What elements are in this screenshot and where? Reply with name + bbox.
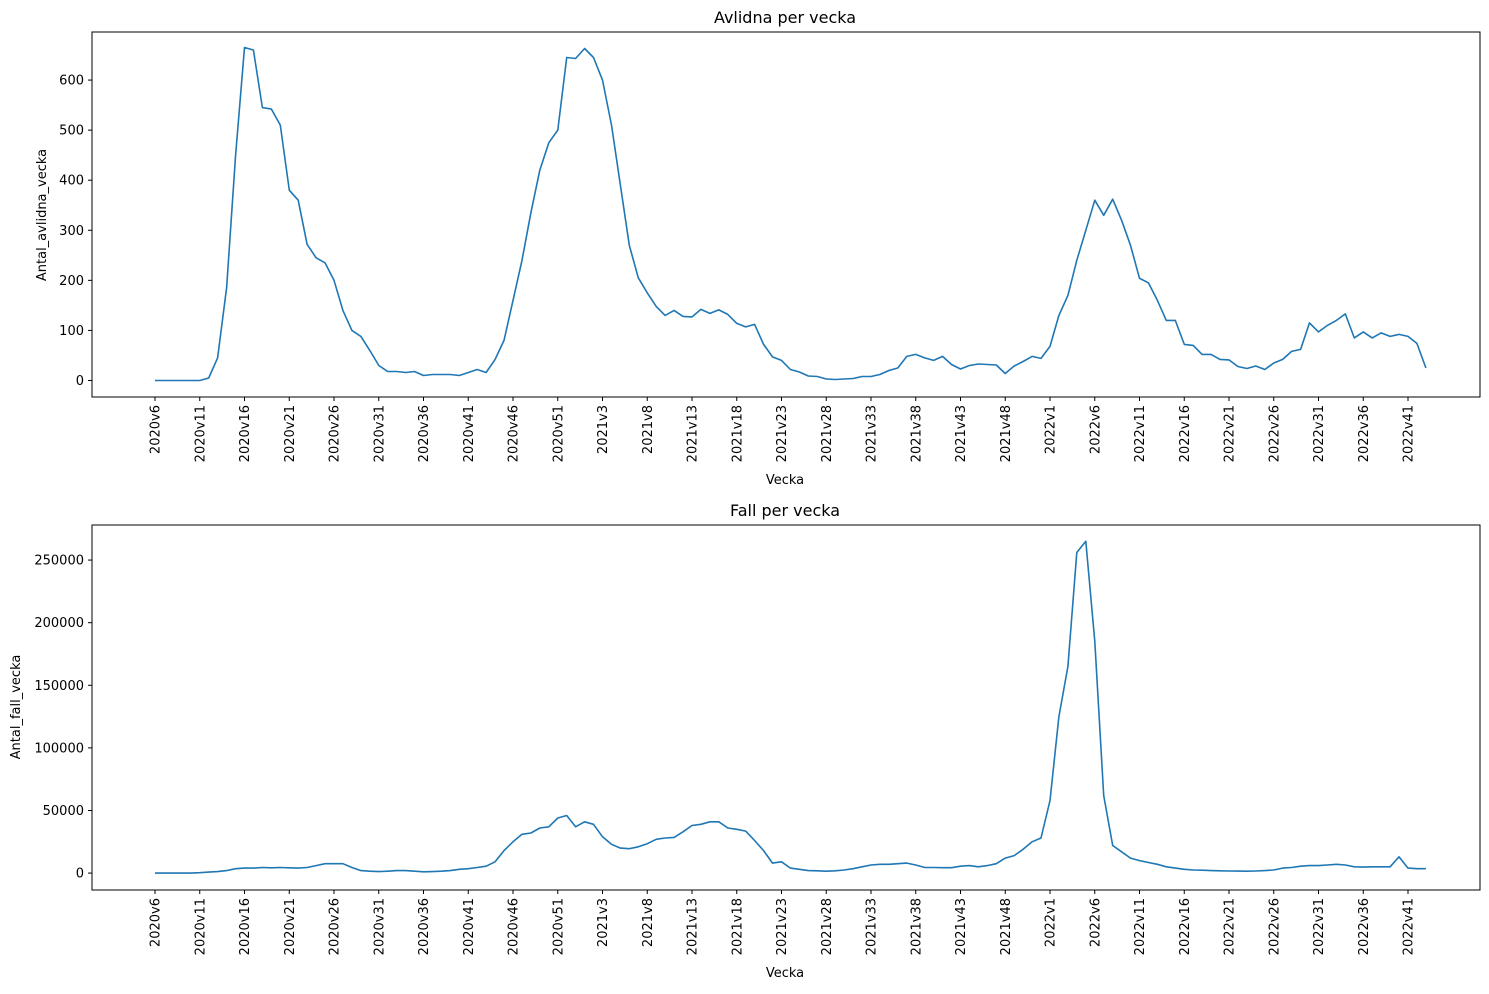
avlidna-y-tick-label: 300 [59, 224, 84, 239]
avlidna-x-tick-label: 2020v46 [507, 405, 522, 462]
fall-x-tick-label: 2021v38 [909, 898, 924, 955]
fall-plot-frame [91, 524, 1481, 891]
avlidna-x-tick-label: 2022v16 [1178, 405, 1193, 462]
avlidna-x-tick-label: 2021v48 [999, 405, 1014, 462]
avlidna-y-tick-label: 600 [59, 74, 84, 89]
fall-y-tick-label: 150000 [34, 679, 84, 694]
avlidna-x-tick-label: 2021v3 [596, 405, 611, 454]
fall-y-axis-label: Antal_fall_vecka [9, 655, 24, 760]
fall-y-tick-label: 250000 [34, 554, 84, 569]
fall-x-tick-label: 2020v21 [283, 898, 298, 955]
avlidna-x-tick-label: 2021v8 [641, 405, 656, 454]
avlidna-x-tick-label: 2021v28 [820, 405, 835, 462]
fall-x-tick-label: 2021v43 [954, 898, 969, 955]
avlidna-x-tick-label: 2022v41 [1402, 405, 1417, 462]
fall-x-tick-label: 2020v51 [551, 898, 566, 955]
avlidna-x-tick-label: 2022v21 [1223, 405, 1238, 462]
fall-x-tick-label: 2022v11 [1133, 898, 1148, 955]
avlidna-series-line [155, 46, 1427, 382]
avlidna-x-tick-label: 2020v26 [328, 405, 343, 462]
avlidna-plot-frame [91, 31, 1481, 398]
avlidna-y-tick-label: 100 [59, 324, 84, 339]
fall-x-tick-label: 2021v48 [999, 898, 1014, 955]
fall-y-tick-label: 50000 [43, 804, 84, 819]
fall-y-tick-label: 0 [76, 867, 84, 882]
avlidna-x-tick-label: 2020v21 [283, 405, 298, 462]
avlidna-x-tick-label: 2020v6 [149, 405, 164, 454]
fall-x-tick-label: 2020v6 [149, 898, 164, 947]
fall-x-tick-label: 2020v31 [372, 898, 387, 955]
fall-x-tick-label: 2021v23 [775, 898, 790, 955]
avlidna-x-tick-label: 2020v41 [462, 405, 477, 462]
fall-x-tick-label: 2021v28 [820, 898, 835, 955]
avlidna-x-tick-label: 2022v31 [1312, 405, 1327, 462]
avlidna-y-tick-label: 0 [76, 374, 84, 389]
avlidna-x-tick-label: 2021v23 [775, 405, 790, 462]
fall-x-tick-label: 2021v3 [596, 898, 611, 947]
avlidna-x-tick-label: 2020v11 [193, 405, 208, 462]
avlidna-x-tick-label: 2022v36 [1357, 405, 1372, 462]
avlidna-y-axis-label: Antal_avlidna_vecka [35, 149, 50, 281]
fall-x-tick-label: 2022v1 [1044, 898, 1059, 947]
avlidna-x-tick-label: 2020v16 [238, 405, 253, 462]
fall-x-tick-label: 2020v41 [462, 898, 477, 955]
fall-x-tick-label: 2022v6 [1088, 898, 1103, 947]
fall-x-tick-label: 2020v36 [417, 898, 432, 955]
avlidna-x-tick-label: 2022v11 [1133, 405, 1148, 462]
avlidna-y-tick-label: 400 [59, 174, 84, 189]
avlidna-x-tick-label: 2020v31 [372, 405, 387, 462]
fall-x-axis-label: Vecka [766, 966, 804, 981]
fall-x-tick-label: 2021v33 [865, 898, 880, 955]
avlidna-chart-title: Avlidna per vecka [714, 8, 856, 27]
avlidna-x-tick-label: 2022v1 [1044, 405, 1059, 454]
avlidna-x-tick-label: 2021v43 [954, 405, 969, 462]
fall-x-tick-label: 2022v31 [1312, 898, 1327, 955]
fall-x-tick-label: 2020v46 [507, 898, 522, 955]
fall-x-tick-label: 2022v16 [1178, 898, 1193, 955]
avlidna-x-tick-label: 2022v26 [1267, 405, 1282, 462]
avlidna-y-tick-label: 500 [59, 124, 84, 139]
fall-x-tick-label: 2020v16 [238, 898, 253, 955]
fall-x-tick-label: 2021v18 [730, 898, 745, 955]
avlidna-y-tick-label: 200 [59, 274, 84, 289]
avlidna-x-tick-label: 2020v51 [551, 405, 566, 462]
fall-x-tick-label: 2022v26 [1267, 898, 1282, 955]
fall-chart-title: Fall per vecka [730, 501, 840, 520]
fall-x-tick-label: 2020v11 [193, 898, 208, 955]
fall-x-tick-label: 2021v8 [641, 898, 656, 947]
fall-x-tick-label: 2022v36 [1357, 898, 1372, 955]
fall-x-tick-label: 2021v13 [686, 898, 701, 955]
fall-series-line [155, 540, 1426, 874]
avlidna-x-axis-label: Vecka [766, 473, 804, 488]
avlidna-x-tick-label: 2021v18 [730, 405, 745, 462]
avlidna-x-tick-label: 2021v33 [865, 405, 880, 462]
avlidna-x-tick-label: 2021v38 [909, 405, 924, 462]
avlidna-x-tick-label: 2022v6 [1088, 405, 1103, 454]
fall-y-tick-label: 200000 [34, 616, 84, 631]
avlidna-chart-panel: Avlidna per vecka Vecka Antal_avlidna_ve… [35, 8, 1481, 488]
fall-x-tick-label: 2020v26 [328, 898, 343, 955]
fall-x-tick-label: 2022v21 [1223, 898, 1238, 955]
avlidna-x-tick-label: 2021v13 [686, 405, 701, 462]
avlidna-x-tick-label: 2020v36 [417, 405, 432, 462]
fall-x-tick-label: 2022v41 [1402, 898, 1417, 955]
fall-chart-panel: Fall per vecka Vecka Antal_fall_vecka 0 5… [9, 501, 1481, 981]
fall-y-tick-label: 100000 [34, 741, 84, 756]
